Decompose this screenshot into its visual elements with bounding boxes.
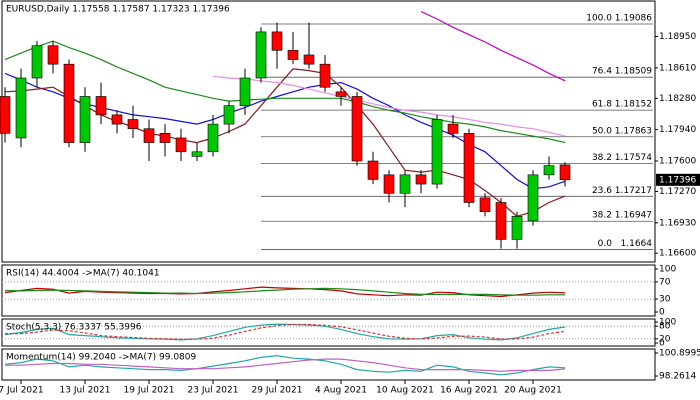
candle-body: [351, 96, 363, 162]
fib-level-label: 38.2: [592, 153, 612, 163]
candle-body: [527, 174, 539, 222]
candle-body: [431, 119, 443, 185]
fib-level-label: 23.6: [592, 186, 612, 196]
candle-body: [175, 137, 187, 153]
indicator-line: [4, 354, 566, 376]
candle-body: [63, 63, 75, 143]
fib-price-label: 1.19086: [615, 13, 652, 23]
candle-body: [223, 105, 235, 125]
candle-body: [303, 54, 315, 65]
candle-body: [159, 133, 171, 143]
y-tick-label: 1.17600: [659, 157, 696, 167]
fib-price-label: 1.18152: [615, 100, 652, 110]
candle-body: [335, 91, 347, 97]
candle-body: [463, 133, 475, 203]
last-price-label: 1.17396: [659, 175, 696, 185]
candle-body: [31, 45, 43, 79]
candle-body: [447, 123, 459, 134]
y-tick-label: 1.18280: [659, 94, 696, 104]
candle-body: [319, 63, 331, 88]
candle-body: [0, 96, 11, 134]
x-tick-label: 23 Jul 2021: [188, 386, 239, 396]
y-tick-label: 98.2614: [659, 372, 696, 382]
y-tick-label: 30: [659, 295, 671, 305]
fib-level-label: 0.0: [598, 239, 613, 249]
candle-body: [111, 114, 123, 125]
x-tick-label: 10 Aug 2021: [376, 386, 434, 396]
candle-body: [127, 119, 139, 130]
fib-level-label: 100.0: [586, 13, 612, 23]
x-tick-label: 13 Jul 2021: [60, 386, 111, 396]
candle-body: [95, 96, 107, 116]
fib-level-label: 61.8: [592, 100, 612, 110]
candle-body: [47, 45, 59, 65]
panel-title: Momentum(14) 99.2040 ->MA(7) 99.0809: [6, 353, 197, 363]
candle-body: [255, 31, 267, 79]
indicator-line: [4, 40, 566, 144]
y-tick-label: 1.18610: [659, 63, 696, 73]
y-tick-label: 1.17270: [659, 187, 696, 197]
y-tick-label: 0: [659, 339, 665, 349]
x-tick-label: 7 Jul 2021: [0, 386, 44, 396]
candle-body: [415, 174, 427, 185]
y-tick-label: 100.8995: [659, 349, 700, 359]
candle-body: [271, 31, 283, 51]
panel-frame: [1, 0, 656, 263]
x-tick-label: 20 Aug 2021: [504, 386, 562, 396]
indicator-line: [5, 358, 566, 372]
x-tick-label: 19 Jul 2021: [124, 386, 175, 396]
candle-body: [479, 197, 491, 213]
y-tick-label: 1.18950: [659, 32, 696, 42]
y-tick-label: 20: [659, 334, 671, 344]
x-tick-label: 29 Jul 2021: [252, 386, 303, 396]
indicator-line: [4, 287, 565, 296]
fib-price-label: 1.18509: [615, 67, 652, 77]
y-tick-label: 70: [659, 277, 671, 287]
indicator-line: [420, 11, 566, 82]
candle-body: [287, 50, 299, 60]
panel-frame: [1, 318, 656, 347]
fib-price-label: 1.17574: [615, 153, 652, 163]
candle-body: [191, 151, 203, 157]
y-tick-label: 1.16930: [659, 218, 696, 228]
panel-frame: [1, 264, 656, 317]
candle-body: [559, 164, 571, 181]
x-tick-label: 4 Aug 2021: [315, 386, 367, 396]
candle-body: [543, 165, 555, 176]
y-tick-label: 1.17940: [659, 125, 696, 135]
candle-body: [495, 202, 507, 240]
indicator-line: [5, 323, 566, 340]
y-tick-label: 100: [659, 318, 676, 328]
indicator-line: [4, 323, 566, 341]
y-tick-label: 80: [659, 322, 671, 332]
fib-level-label: 38.2: [592, 211, 612, 221]
fib-price-label: 1.1664: [621, 239, 653, 249]
fib-level-label: 76.4: [592, 67, 612, 77]
candle-body: [79, 96, 91, 143]
fib-price-label: 1.16947: [615, 211, 652, 221]
candle-body: [367, 160, 379, 180]
fib-price-label: 1.17217: [615, 186, 652, 196]
panel-title: EURUSD,Daily 1.17558 1.17587 1.17323 1.1…: [6, 5, 230, 15]
candle-body: [239, 77, 251, 106]
candle-body: [511, 216, 523, 240]
indicator-line: [212, 75, 566, 137]
y-tick-label: 1.16600: [659, 249, 696, 259]
x-tick-label: 16 Aug 2021: [440, 386, 498, 396]
panel-title: RSI(14) 44.4004 ->MA(7) 40.1041: [6, 269, 160, 279]
y-tick-label: 0: [659, 308, 665, 318]
y-tick-label: 100: [659, 265, 676, 275]
fib-price-label: 1.17863: [615, 126, 652, 136]
candle-body: [207, 123, 219, 153]
candle-body: [15, 77, 27, 139]
fib-level-label: 50.0: [592, 126, 612, 136]
candle-body: [143, 128, 155, 143]
panel-frame: [1, 348, 656, 381]
panel-title: Stoch(5,3,3) 76.3337 55.3996: [6, 323, 142, 333]
candle-body: [399, 174, 411, 194]
candle-body: [383, 174, 395, 194]
indicator-line: [4, 286, 566, 298]
last-price-box: [656, 173, 700, 186]
